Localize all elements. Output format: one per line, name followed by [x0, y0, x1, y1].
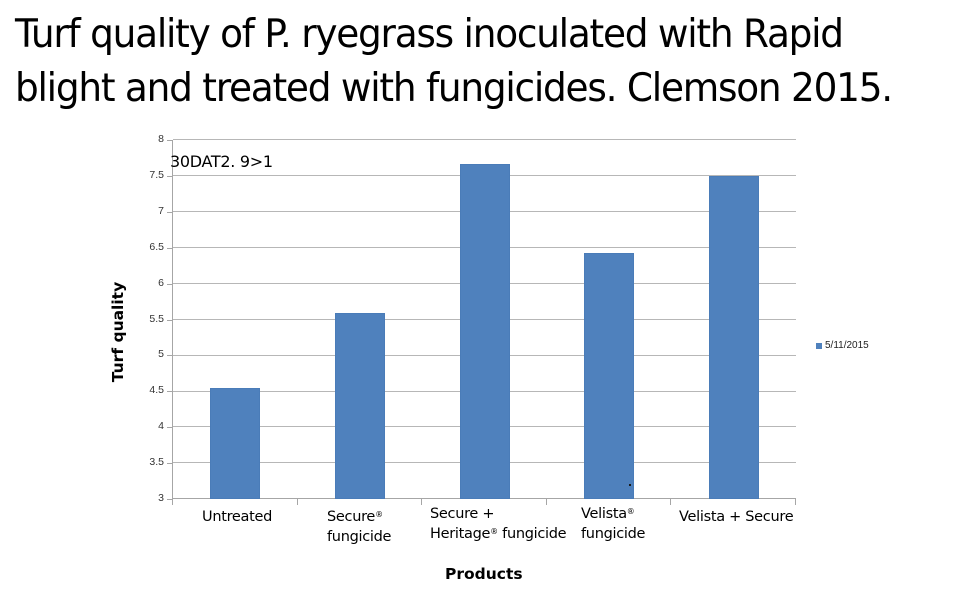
- x-tick-label: Velista® fungicide: [581, 506, 646, 542]
- y-tick-mark: [167, 391, 173, 393]
- y-tick-label: 6: [158, 276, 164, 289]
- y-tick-mark: [167, 427, 173, 429]
- y-tick-label: 7: [158, 204, 164, 217]
- bar: [210, 387, 261, 499]
- y-tick-mark: [167, 175, 173, 177]
- x-tick-label: Secure + Heritage® fungicide: [430, 506, 567, 542]
- gridline: [173, 139, 796, 141]
- x-tick-mark: [795, 499, 796, 505]
- y-tick-mark: [167, 283, 173, 285]
- y-tick-label: 8: [158, 133, 164, 145]
- y-tick-mark: [167, 211, 173, 213]
- legend: 5/11/2015: [816, 340, 869, 351]
- x-tick-mark: [421, 499, 423, 505]
- legend-label: 5/11/2015: [825, 340, 869, 351]
- y-tick-label: 5: [158, 348, 164, 361]
- stray-dot-mark: [629, 484, 631, 486]
- bar: [459, 163, 510, 499]
- y-tick-mark: [167, 319, 173, 321]
- bar: [708, 175, 759, 499]
- y-tick-label: 3.5: [149, 456, 164, 469]
- y-tick-label: 3: [158, 492, 164, 504]
- y-tick-label: 4.5: [149, 384, 164, 397]
- y-tick-mark: [167, 247, 173, 249]
- y-tick-label: 7.5: [149, 168, 164, 181]
- x-tick-mark: [172, 499, 173, 505]
- y-tick-label: 6.5: [149, 240, 164, 253]
- legend-swatch-icon: [816, 342, 822, 349]
- slide-title: Turf quality of P. ryegrass inoculated w…: [15, 8, 927, 116]
- y-tick-mark: [167, 355, 173, 357]
- x-tick-mark: [670, 499, 672, 505]
- bar: [584, 252, 635, 499]
- bar: [334, 313, 385, 499]
- plot-area: [167, 139, 796, 505]
- y-tick-label: 5.5: [149, 312, 164, 325]
- x-axis-title: Products: [445, 565, 523, 583]
- chart-annotation: 30DAT2. 9>1: [170, 152, 273, 171]
- y-tick-label: 4: [158, 420, 164, 433]
- slide-title-line-2: blight and treated with fungicides. Clem…: [15, 66, 893, 111]
- x-tick-label: Secure® fungicide: [327, 509, 392, 545]
- x-tick-mark: [545, 499, 547, 505]
- slide-title-line-1: Turf quality of P. ryegrass inoculated w…: [15, 12, 844, 57]
- y-axis-title: Turf quality: [109, 281, 127, 383]
- y-tick-mark: [167, 463, 173, 465]
- y-tick-mark: [167, 140, 173, 141]
- x-tick-mark: [296, 499, 298, 505]
- x-tick-label: Untreated: [202, 509, 273, 525]
- x-tick-label: Velista + Secure: [679, 509, 794, 525]
- y-tick-mark: [167, 499, 173, 500]
